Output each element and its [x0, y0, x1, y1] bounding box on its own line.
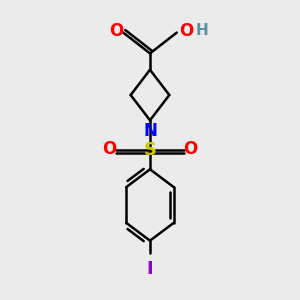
Text: O: O — [179, 22, 194, 40]
Text: I: I — [147, 260, 153, 278]
Text: O: O — [109, 22, 123, 40]
Text: S: S — [143, 141, 157, 159]
Text: N: N — [143, 122, 157, 140]
Text: H: H — [196, 23, 208, 38]
Text: O: O — [184, 140, 198, 158]
Text: O: O — [102, 140, 116, 158]
